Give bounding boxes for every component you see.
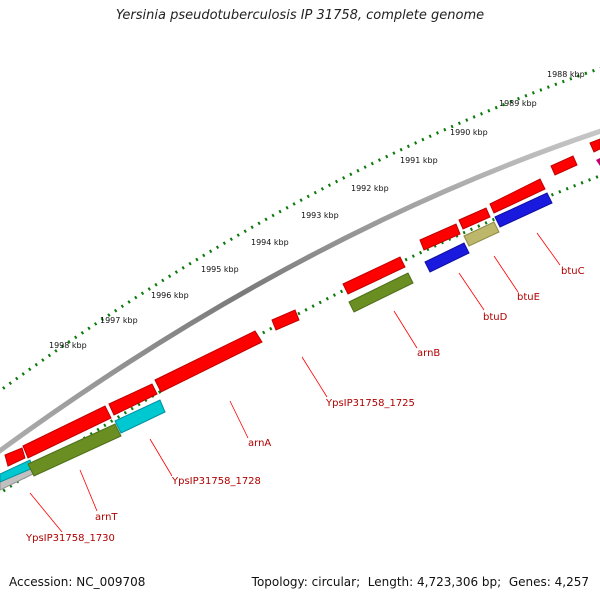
kbp-label: 1990 kbp	[450, 128, 488, 137]
kbp-label: 1993 kbp	[301, 211, 339, 220]
gene-label-YpsIP31758-1725[interactable]: YpsIP31758_1725	[325, 398, 415, 409]
accession-label: Accession:	[9, 575, 73, 589]
length-value: 4,723,306 bp	[417, 575, 498, 589]
gene-callout-lines	[29, 232, 561, 533]
kbp-label: 1989 kbp	[499, 99, 537, 108]
gene-forward[interactable]	[458, 207, 491, 230]
gene-label-YpsIP31758-1728[interactable]: YpsIP31758_1728	[171, 476, 261, 487]
gene-label-btuD[interactable]: btuD	[483, 312, 508, 323]
kbp-label: 1994 kbp	[251, 238, 289, 247]
kbp-label: 1995 kbp	[201, 265, 239, 274]
gene-label-arnA[interactable]: arnA	[248, 438, 271, 449]
gene-reverse-cyan[interactable]	[114, 399, 166, 434]
genes-label: Genes:	[508, 575, 551, 589]
reverse-genes	[0, 158, 600, 491]
kbp-label: 1991 kbp	[400, 156, 438, 165]
gene-label-btuC[interactable]: btuC	[561, 266, 585, 277]
gene-reverse-magenta[interactable]	[596, 158, 600, 166]
gene-forward[interactable]	[271, 309, 300, 331]
forward-genes	[4, 138, 600, 467]
genome-stats: Topology: circular; Length: 4,723,306 bp…	[251, 575, 589, 589]
length-label: Length:	[367, 575, 414, 589]
gene-reverse-blue[interactable]	[494, 192, 553, 228]
kbp-tick-ring	[0, 66, 600, 393]
kbp-label: 1996 kbp	[151, 291, 189, 300]
genes-value: 4,257	[554, 575, 589, 589]
kbp-label: 1992 kbp	[351, 184, 389, 193]
gene-forward[interactable]	[154, 330, 263, 393]
gene-forward[interactable]	[342, 256, 406, 295]
gene-forward[interactable]	[4, 447, 26, 467]
gene-forward[interactable]	[22, 405, 112, 459]
gene-forward[interactable]	[108, 383, 158, 416]
kbp-label: 1988 kbp	[547, 70, 585, 79]
genome-title: Yersinia pseudotuberculosis IP 31758, co…	[115, 8, 485, 23]
accession-value: NC_009708	[76, 575, 146, 589]
kbp-label: 1998 kbp	[49, 341, 87, 350]
genome-backbone	[0, 128, 600, 454]
gene-label-arnB[interactable]: arnB	[417, 348, 440, 359]
topology-value: circular	[311, 575, 357, 589]
kbp-label: 1997 kbp	[100, 316, 138, 325]
gene-label-arnT[interactable]: arnT	[95, 512, 118, 523]
topology-label: Topology:	[251, 575, 308, 589]
gene-forward[interactable]	[489, 178, 546, 214]
gene-label-YpsIP31758-1730[interactable]: YpsIP31758_1730	[25, 533, 115, 544]
gene-forward[interactable]	[419, 223, 461, 251]
gene-forward[interactable]	[550, 155, 578, 176]
gene-reverse-olive[interactable]	[348, 272, 414, 313]
gene-reverse-blue[interactable]	[424, 242, 470, 273]
gene-label-btuE[interactable]: btuE	[517, 292, 540, 303]
gene-reverse-khaki[interactable]	[463, 221, 500, 247]
gene-reverse-olive[interactable]	[27, 423, 122, 477]
gene-forward[interactable]	[589, 138, 600, 153]
accession-info: Accession: NC_009708	[9, 575, 145, 589]
